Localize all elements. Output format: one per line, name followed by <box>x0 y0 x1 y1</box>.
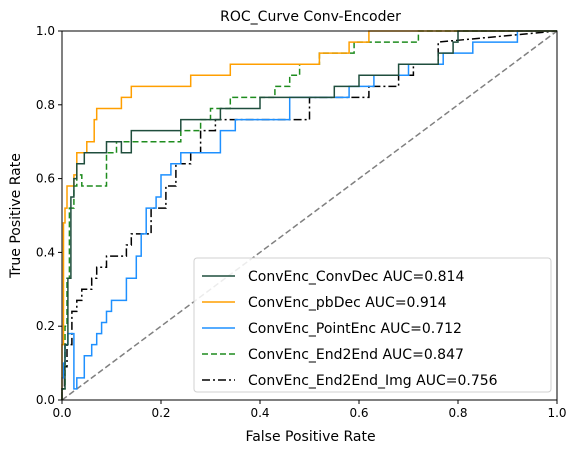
legend: ConvEnc_ConvDec AUC=0.814 ConvEnc_pbDec A… <box>193 257 552 393</box>
x-axis-label: False Positive Rate <box>245 429 375 445</box>
series-line-2 <box>61 30 557 400</box>
y-tick-label: 0.4 <box>36 245 55 259</box>
series-line-4 <box>61 30 558 400</box>
legend-label-4: ConvEnc_End2End_Img AUC=0.756 <box>248 373 498 389</box>
plot-frame <box>61 30 558 401</box>
chart-title: ROC_Curve Conv-Encoder <box>220 9 401 25</box>
y-tick-label: 0.6 <box>36 172 55 186</box>
y-axis-ticks: 0.0 0.2 0.4 0.6 0.8 1.0 <box>36 24 62 407</box>
y-tick-label: 0.8 <box>36 98 55 112</box>
series-layer <box>61 30 558 401</box>
series-line-0 <box>61 30 557 400</box>
series-line-1 <box>61 30 557 400</box>
y-tick-label: 0.2 <box>36 319 55 333</box>
x-tick-label: 0.6 <box>349 406 368 420</box>
x-tick-label: 0.0 <box>52 406 71 420</box>
x-tick-label: 0.8 <box>448 406 467 420</box>
x-tick-label: 1.0 <box>547 406 566 420</box>
legend-label-3: ConvEnc_End2End AUC=0.847 <box>248 347 464 363</box>
legend-label-2: ConvEnc_PointEnc AUC=0.712 <box>248 321 462 337</box>
legend-label-1: ConvEnc_pbDec AUC=0.914 <box>248 295 447 311</box>
x-tick-label: 0.4 <box>250 406 269 420</box>
y-tick-label: 1.0 <box>36 24 55 38</box>
y-tick-label: 0.0 <box>36 393 55 407</box>
legend-label-0: ConvEnc_ConvDec AUC=0.814 <box>248 269 464 285</box>
legend-box <box>193 257 552 393</box>
x-tick-label: 0.2 <box>151 406 170 420</box>
y-axis-label: True Positive Rate <box>8 153 24 279</box>
x-axis-ticks: 0.0 0.2 0.4 0.6 0.8 1.0 <box>52 400 567 420</box>
chance-diagonal-line <box>61 30 558 401</box>
